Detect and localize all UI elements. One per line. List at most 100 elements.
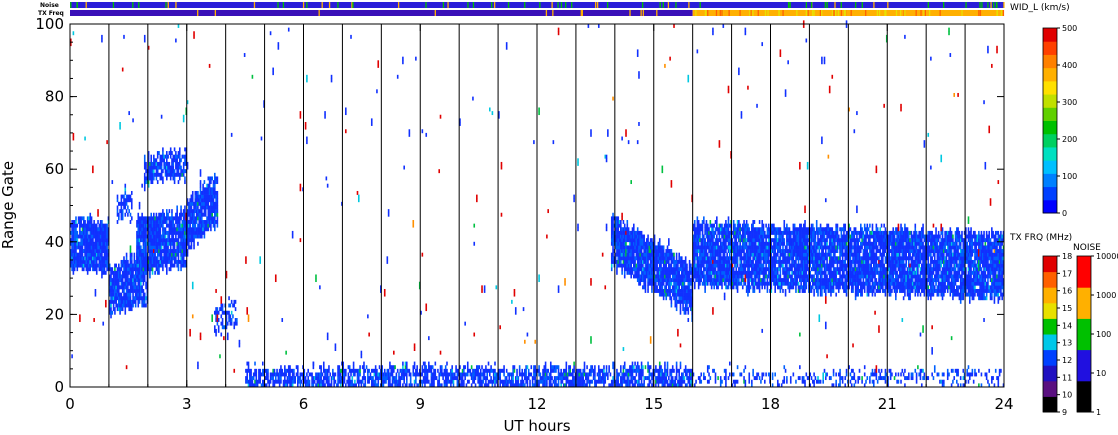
echo-cell <box>396 383 399 388</box>
echo-cell <box>713 267 716 272</box>
echo-cell <box>216 307 219 312</box>
echo-cell <box>400 372 403 377</box>
echo-cell <box>129 220 132 224</box>
echo-cell <box>77 245 80 250</box>
echo-cell <box>673 285 675 290</box>
echo-cell <box>256 383 259 388</box>
echo-cell <box>657 241 660 246</box>
echo-cell <box>89 245 92 250</box>
echo-cell <box>114 296 116 301</box>
echo-cell <box>666 365 669 370</box>
echo-cell <box>704 241 706 246</box>
echo-cell <box>483 285 486 290</box>
echo-cell <box>70 259 72 264</box>
echo-cell <box>143 296 146 301</box>
echo-cell <box>701 238 704 243</box>
echo-cell <box>165 165 168 170</box>
echo-cell <box>213 212 216 217</box>
echo-cell <box>188 201 190 206</box>
echo-cell <box>138 241 141 246</box>
echo-cell <box>249 379 251 384</box>
echo-cell <box>89 241 92 246</box>
echo-cell <box>391 379 394 384</box>
echo-cell <box>175 38 177 43</box>
echo-cell <box>649 336 652 341</box>
echo-cell <box>670 376 673 381</box>
echo-cell <box>315 383 317 388</box>
echo-cell <box>621 241 623 246</box>
echo-cell <box>713 278 716 283</box>
echo-cell <box>653 245 656 250</box>
echo-cell <box>110 307 112 312</box>
echo-cell <box>671 252 674 257</box>
echo-cell <box>108 310 111 315</box>
echo-cell <box>477 372 479 377</box>
echo-cell <box>150 169 153 174</box>
echo-cell <box>129 212 132 217</box>
echo-cell <box>648 379 651 384</box>
echo-cell <box>175 220 177 224</box>
echo-cell <box>643 267 645 272</box>
echo-cell <box>627 234 630 239</box>
echo-cell <box>708 245 710 250</box>
echo-cell <box>431 376 434 381</box>
echo-cell <box>145 285 147 290</box>
echo-cell <box>693 267 696 272</box>
echo-cell <box>150 172 153 177</box>
echo-cell <box>75 241 77 246</box>
echo-cell <box>620 365 622 370</box>
echo-cell <box>680 292 683 297</box>
echo-cell <box>342 376 345 381</box>
echo-cell <box>123 296 125 301</box>
echo-cell <box>208 223 211 228</box>
echo-cell <box>597 372 600 377</box>
echo-cell <box>89 238 92 243</box>
echo-cell <box>151 234 154 239</box>
echo-cell <box>181 256 184 261</box>
echo-cell <box>128 299 130 304</box>
echo-cell <box>714 245 717 250</box>
echo-cell <box>202 183 204 188</box>
echo-cell <box>211 220 213 224</box>
echo-cell <box>143 187 146 192</box>
echo-cell <box>186 216 189 221</box>
echo-cell <box>443 372 446 377</box>
echo-cell <box>189 234 191 239</box>
echo-cell <box>251 383 254 388</box>
echo-cell <box>93 241 95 246</box>
echo-cell <box>350 379 352 384</box>
echo-cell <box>666 368 669 373</box>
echo-cell <box>684 372 687 377</box>
echo-cell <box>635 241 638 246</box>
echo-cell <box>151 161 154 166</box>
echo-cell <box>132 296 134 301</box>
echo-cell <box>81 259 84 264</box>
echo-cell <box>664 259 666 264</box>
echo-cell <box>124 281 127 286</box>
echo-cell <box>168 252 171 257</box>
echo-cell <box>178 158 181 163</box>
echo-cell <box>695 238 697 243</box>
echo-cell <box>129 252 132 257</box>
echo-cell <box>280 379 282 384</box>
echo-cell <box>153 176 155 181</box>
echo-cell <box>150 252 153 257</box>
echo-cell <box>473 241 476 246</box>
echo-cell <box>692 249 695 253</box>
echo-cell <box>670 249 673 253</box>
echo-cell <box>699 274 701 279</box>
echo-cell <box>621 230 623 235</box>
echo-cell <box>655 267 657 272</box>
echo-cell <box>136 245 138 250</box>
echo-cell <box>368 376 370 381</box>
echo-cell <box>459 118 461 123</box>
echo-cell <box>548 383 551 388</box>
echo-cell <box>647 278 649 283</box>
echo-cell <box>203 230 206 235</box>
echo-cell <box>127 292 129 297</box>
echo-cell <box>393 368 395 373</box>
echo-cell <box>675 281 678 286</box>
echo-cell <box>75 216 77 221</box>
echo-cell <box>171 161 173 166</box>
echo-cell <box>194 198 197 203</box>
